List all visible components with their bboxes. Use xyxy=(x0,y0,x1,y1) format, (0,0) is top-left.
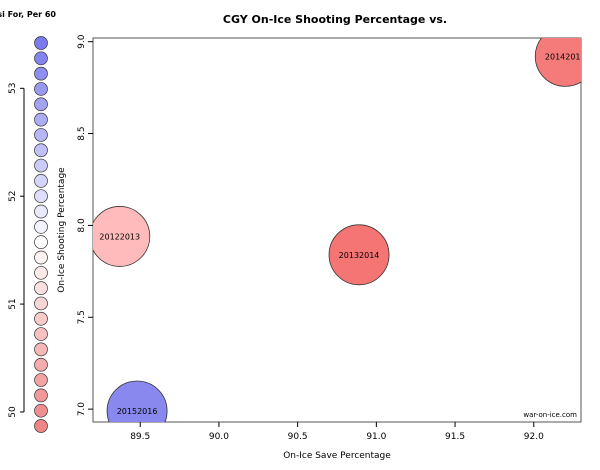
legend-swatch xyxy=(34,82,48,96)
legend-swatch xyxy=(34,296,48,311)
data-point xyxy=(93,206,151,267)
legend-swatch xyxy=(34,403,48,418)
legend-swatch xyxy=(34,128,48,142)
legend-swatch xyxy=(34,158,48,173)
legend-swatch xyxy=(34,112,48,127)
y-tick-label: 7.5 xyxy=(77,310,87,324)
y-axis-label: On-Ice Shooting Percentage xyxy=(57,167,67,293)
x-axis-label: On-Ice Save Percentage xyxy=(283,451,391,461)
legend-swatch xyxy=(34,357,48,372)
data-point-label: 20122013 xyxy=(99,232,140,241)
legend-swatch xyxy=(34,143,48,158)
legend-swatch xyxy=(34,250,48,265)
chart-title: CGY On-Ice Shooting Percentage vs. xyxy=(223,13,447,26)
legend-swatch xyxy=(34,281,48,295)
y-tick-label: 9.0 xyxy=(77,34,87,49)
legend-swatch xyxy=(34,36,48,50)
y-tick-label: 7.0 xyxy=(77,402,87,417)
x-tick-label: 89.5 xyxy=(130,432,150,442)
legend-swatch xyxy=(34,388,48,403)
data-point xyxy=(534,38,581,87)
legend-tick-label: 52 xyxy=(8,190,18,201)
legend-swatch xyxy=(34,311,48,326)
plot-frame xyxy=(92,37,582,423)
legend-tick-label: 53 xyxy=(8,83,18,94)
x-tick-label: 90.5 xyxy=(288,432,308,442)
legend-swatch xyxy=(34,419,48,433)
legend-swatch xyxy=(34,327,48,341)
y-tick-label: 8.0 xyxy=(77,218,87,233)
legend-swatch xyxy=(34,204,48,219)
legend-swatch xyxy=(34,51,48,66)
legend-swatch xyxy=(34,219,48,234)
data-point xyxy=(106,380,168,422)
y-tick-label: 8.5 xyxy=(77,126,87,140)
x-tick-label: 92.0 xyxy=(524,432,544,442)
legend-swatch xyxy=(34,235,48,250)
data-point xyxy=(328,224,390,286)
legend-swatch xyxy=(34,97,48,112)
legend-swatch xyxy=(34,373,48,387)
data-point-label: 20132014 xyxy=(339,251,380,260)
x-tick-label: 90.0 xyxy=(209,432,229,442)
x-tick-label: 91.0 xyxy=(366,432,386,442)
plot-area: 20122013 20132014 20142015 20152016 xyxy=(93,38,586,422)
x-axis: 89.5 90.0 90.5 91.0 91.5 92.0 xyxy=(130,422,544,442)
legend-tick-label: 51 xyxy=(8,298,18,309)
legend-swatch xyxy=(34,174,48,188)
data-point-label: 20152016 xyxy=(117,407,158,416)
y-axis: 7.0 7.5 8.0 8.5 9.0 xyxy=(77,34,93,416)
legend-title: Corsi For, Per 60 xyxy=(0,10,56,19)
legend-swatch xyxy=(34,66,48,81)
legend-swatch xyxy=(34,189,48,204)
data-point-label: 20142015 xyxy=(545,52,586,61)
x-tick-label: 91.5 xyxy=(445,432,465,442)
color-legend: 50 51 52 53 xyxy=(8,36,48,433)
legend-swatch xyxy=(34,342,48,357)
legend-swatch xyxy=(34,265,48,280)
legend-tick-label: 50 xyxy=(8,406,18,418)
watermark: war-on-ice.com xyxy=(523,411,577,419)
